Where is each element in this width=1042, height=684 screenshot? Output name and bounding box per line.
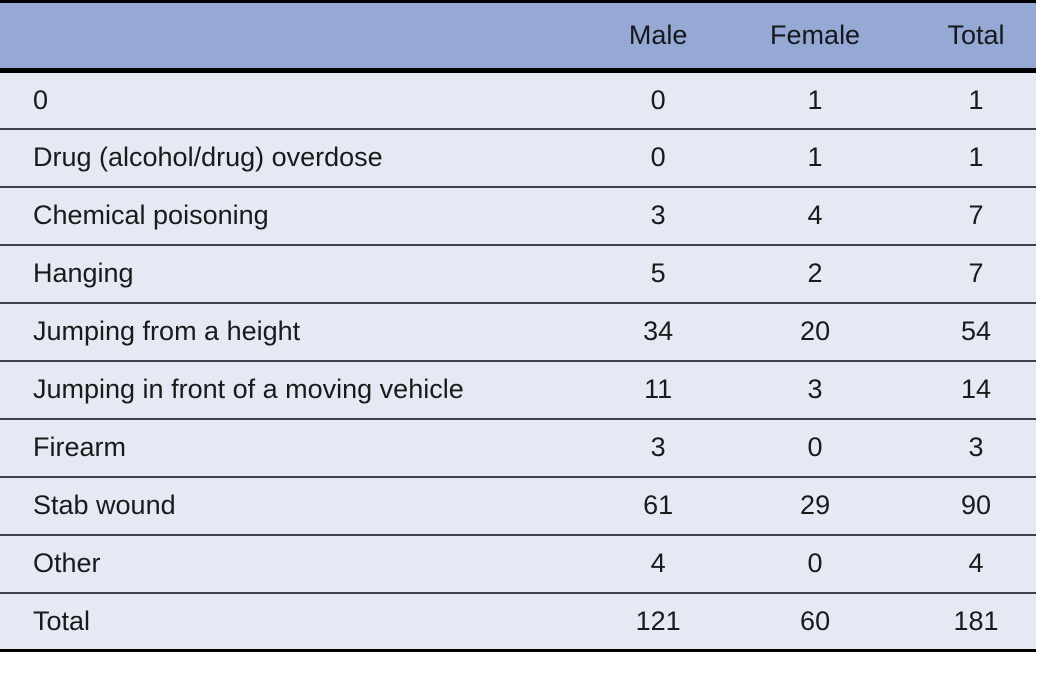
- table-row: Drug (alcohol/drug) overdose 0 1 1: [0, 128, 1036, 188]
- row-label-cell: Hanging: [0, 244, 581, 304]
- total-value-cell: 7: [894, 186, 1036, 246]
- row-label-cell: Drug (alcohol/drug) overdose: [0, 128, 581, 188]
- table-row: Hanging 5 2 7: [0, 244, 1036, 304]
- male-value-cell: 4: [580, 534, 737, 594]
- row-label-cell: Firearm: [0, 418, 581, 478]
- total-value-cell: 1: [894, 128, 1036, 188]
- header-cell-female: Female: [736, 1, 895, 73]
- female-value-cell: 4: [736, 186, 895, 246]
- male-value-cell: 0: [580, 70, 737, 130]
- table-header: Male Female Total: [0, 1, 1036, 73]
- total-value-cell: 4: [894, 534, 1036, 594]
- male-value-cell: 0: [580, 128, 737, 188]
- total-value-cell: 3: [894, 418, 1036, 478]
- table-row-total: Total 121 60 181: [0, 592, 1036, 651]
- female-value-cell: 2: [736, 244, 895, 304]
- male-value-cell: 34: [580, 302, 737, 362]
- header-row: Male Female Total: [0, 1, 1036, 73]
- table-row: Firearm 3 0 3: [0, 418, 1036, 478]
- male-value-cell: 11: [580, 360, 737, 420]
- male-value-cell: 61: [580, 476, 737, 536]
- table-row: Chemical poisoning 3 4 7: [0, 186, 1036, 246]
- header-cell-total: Total: [894, 1, 1036, 73]
- row-label-cell: Stab wound: [0, 476, 581, 536]
- row-label-cell: Jumping in front of a moving vehicle: [0, 360, 581, 420]
- male-value-cell: 3: [580, 186, 737, 246]
- female-value-cell: 1: [736, 70, 895, 130]
- method-by-sex-table: Male Female Total 0 0 1 1 Drug (alcohol/…: [0, 0, 1036, 652]
- header-cell-male: Male: [580, 1, 737, 73]
- male-value-cell: 3: [580, 418, 737, 478]
- row-label-cell: Chemical poisoning: [0, 186, 581, 246]
- table-row: Jumping in front of a moving vehicle 11 …: [0, 360, 1036, 420]
- table-row: 0 0 1 1: [0, 70, 1036, 130]
- total-value-cell: 1: [894, 70, 1036, 130]
- male-value-cell: 121: [580, 592, 737, 651]
- total-value-cell: 7: [894, 244, 1036, 304]
- total-value-cell: 54: [894, 302, 1036, 362]
- male-value-cell: 5: [580, 244, 737, 304]
- total-value-cell: 90: [894, 476, 1036, 536]
- total-value-cell: 181: [894, 592, 1036, 651]
- female-value-cell: 60: [736, 592, 895, 651]
- row-label-cell: Other: [0, 534, 581, 594]
- method-by-sex-table-container: Male Female Total 0 0 1 1 Drug (alcohol/…: [0, 0, 1036, 652]
- female-value-cell: 0: [736, 418, 895, 478]
- female-value-cell: 3: [736, 360, 895, 420]
- header-cell-label: [0, 1, 581, 73]
- female-value-cell: 20: [736, 302, 895, 362]
- table-row: Jumping from a height 34 20 54: [0, 302, 1036, 362]
- female-value-cell: 0: [736, 534, 895, 594]
- row-label-cell: Jumping from a height: [0, 302, 581, 362]
- table-body: 0 0 1 1 Drug (alcohol/drug) overdose 0 1…: [0, 70, 1036, 651]
- row-label-cell: 0: [0, 70, 581, 130]
- total-value-cell: 14: [894, 360, 1036, 420]
- row-label-cell: Total: [0, 592, 581, 651]
- female-value-cell: 29: [736, 476, 895, 536]
- female-value-cell: 1: [736, 128, 895, 188]
- table-row: Other 4 0 4: [0, 534, 1036, 594]
- table-row: Stab wound 61 29 90: [0, 476, 1036, 536]
